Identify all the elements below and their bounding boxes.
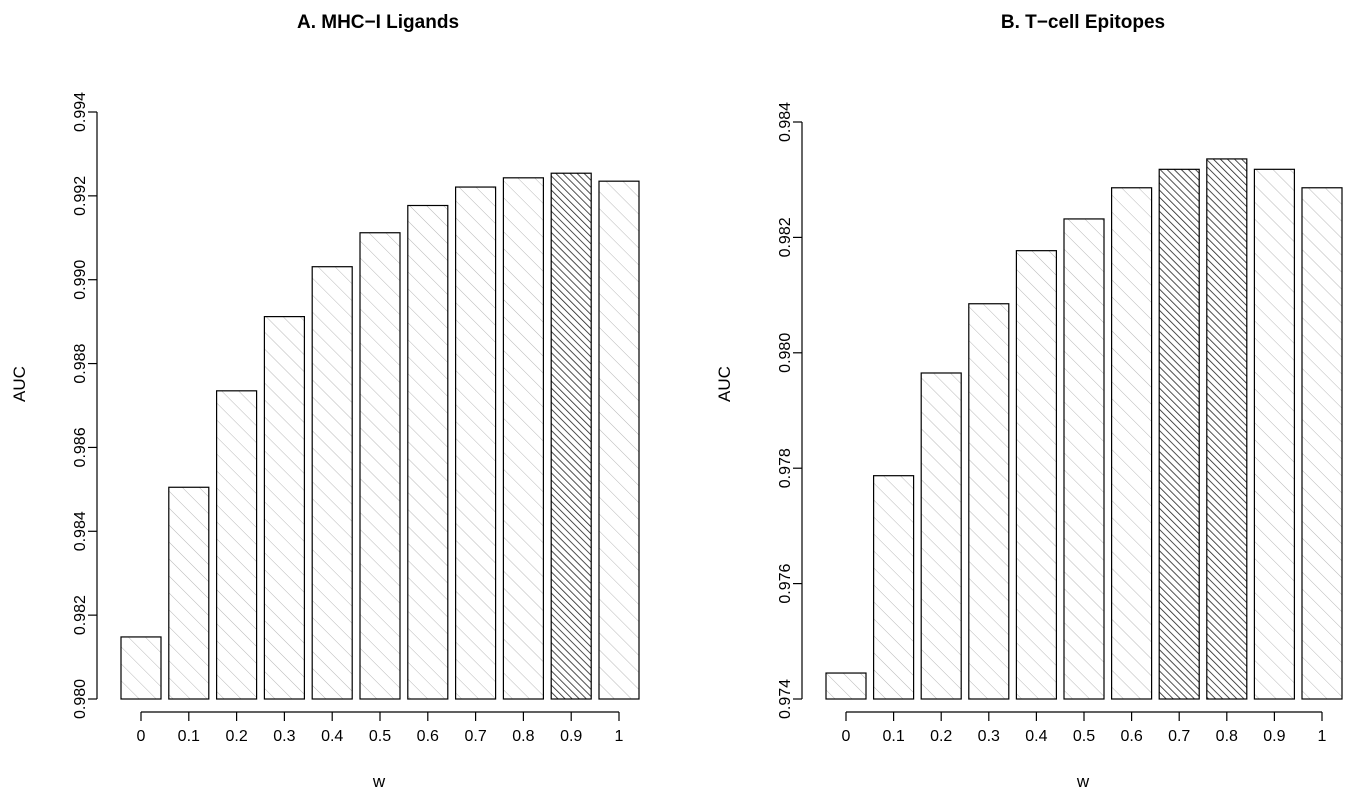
chart-a-bar-0_9	[550, 172, 592, 700]
chart-b-x-tick-label: 0.1	[882, 728, 904, 745]
chart-b-x-tick-label: 0.3	[978, 728, 1000, 745]
chart-b-bar-1	[1301, 187, 1343, 700]
chart-b-y-tick-label: 0.974	[777, 679, 794, 719]
chart-b-bar-0	[825, 672, 867, 700]
chart-b-bars	[825, 158, 1343, 700]
chart-a-y-tick-label: 0.992	[72, 176, 89, 216]
chart-b-bar-0_2	[920, 372, 962, 700]
chart-b-x-tick-labels: 0 0.1 0.2 0.3 0.4 0.5 0.6 0.7 0.8 0.9 1	[842, 711, 1327, 745]
chart-a-bar-0_2	[216, 390, 258, 700]
chart-a-bar-0_6	[407, 204, 449, 700]
chart-a-y-tick-label: 0.988	[72, 343, 89, 383]
chart-b-x-tick-label: 0.4	[1025, 728, 1047, 745]
chart-b-bar-0_3	[968, 303, 1010, 700]
chart-b-bar-0_1	[872, 475, 915, 700]
chart-b-bar-0_6	[1110, 187, 1153, 700]
chart-a-y-tick-label: 0.982	[72, 595, 89, 635]
chart-a: A. MHC−I Ligands AUC w 0.9800.9820.9840.…	[10, 12, 640, 791]
chart-a-x-tick-label: 0.7	[464, 728, 486, 745]
chart-b: B. T−cell Epitopes AUC w 0.974 0.976 0.978…	[715, 12, 1343, 791]
chart-b-y-tick-label: 0.980	[777, 333, 794, 373]
chart-b-bar-0_4	[1015, 250, 1058, 700]
chart-a-axes: 0.980 0.982 0.984 0.986 0.988 0.990 0.992 0.994	[72, 92, 98, 719]
chart-a-bar-0_3	[263, 316, 305, 700]
chart-b-y-tick-label: 0.976	[777, 563, 794, 603]
chart-a-bar-0_5	[359, 232, 401, 700]
chart-a-y-axis-label: AUC	[10, 366, 29, 402]
chart-b-bar-0_7	[1158, 168, 1200, 700]
chart-a-x-tick-label: 0.8	[512, 728, 534, 745]
chart-b-x-tick-label: 0.9	[1263, 728, 1285, 745]
chart-a-x-tick-label: 0.2	[225, 728, 247, 745]
chart-b-x-tick-label: 1	[1318, 728, 1327, 745]
chart-b-x-axis-label: w	[1076, 772, 1090, 791]
chart-b-x-tick-label: 0.6	[1120, 728, 1142, 745]
chart-b-x-tick-label: 0.8	[1216, 728, 1238, 745]
chart-a-y-tick-label: 0.984	[72, 511, 89, 551]
chart-b-x-tick-label: 0.5	[1073, 728, 1095, 745]
chart-a-x-tick-label: 0.4	[321, 728, 343, 745]
chart-b-axes: 0.974 0.976 0.978 0.980 0.982 0.984	[777, 102, 803, 719]
chart-a-x-tick-label: 0.9	[560, 728, 582, 745]
chart-b-y-tick-label: 0.982	[777, 217, 794, 257]
chart-b-y-tick-label: 0.984	[777, 102, 794, 142]
chart-a-title: A. MHC−I Ligands	[297, 12, 459, 33]
chart-a-bar-1	[598, 180, 640, 700]
chart-a-x-tick-labels: 0 0.1 0.2 0.3 0.4 0.5 0.6 0.7 0.8 0.9 1	[137, 711, 624, 745]
chart-b-bar-0_9	[1253, 168, 1296, 700]
chart-a-x-tick-label: 0.6	[417, 728, 439, 745]
chart-a-y-tick-label: 0.986	[72, 427, 89, 467]
chart-b-bar-0_5	[1063, 218, 1105, 700]
chart-b-x-tick-label: 0.7	[1168, 728, 1190, 745]
chart-a-bar-0_4	[311, 266, 353, 700]
chart-a-x-axis-label: w	[372, 772, 386, 791]
chart-a-x-tick-label: 0.1	[178, 728, 200, 745]
chart-b-x-tick-label: 0.2	[930, 728, 952, 745]
chart-a-x-tick-label: 1	[615, 728, 624, 745]
chart-a-bar-0	[120, 636, 162, 700]
chart-a-y-tick-label: 0.980	[72, 679, 89, 719]
chart-a-bar-0_1	[168, 486, 210, 700]
chart-b-y-tick-label: 0.978	[777, 448, 794, 488]
chart-a-x-tick-label: 0	[137, 728, 146, 745]
chart-a-x-tick-label: 0.3	[273, 728, 295, 745]
chart-a-x-tick-label: 0.5	[369, 728, 391, 745]
chart-a-bar-0_7	[455, 186, 497, 700]
chart-b-title: B. T−cell Epitopes	[1001, 12, 1165, 33]
chart-a-bars	[120, 172, 640, 700]
chart-a-bar-0_8	[502, 177, 544, 700]
chart-b-bar-0_8	[1206, 158, 1248, 700]
chart-a-y-tick-label: 0.994	[72, 92, 89, 132]
chart-a-y-tick-label: 0.990	[72, 260, 89, 300]
chart-b-x-tick-label: 0	[842, 728, 851, 745]
chart-b-y-axis-label: AUC	[715, 366, 734, 402]
